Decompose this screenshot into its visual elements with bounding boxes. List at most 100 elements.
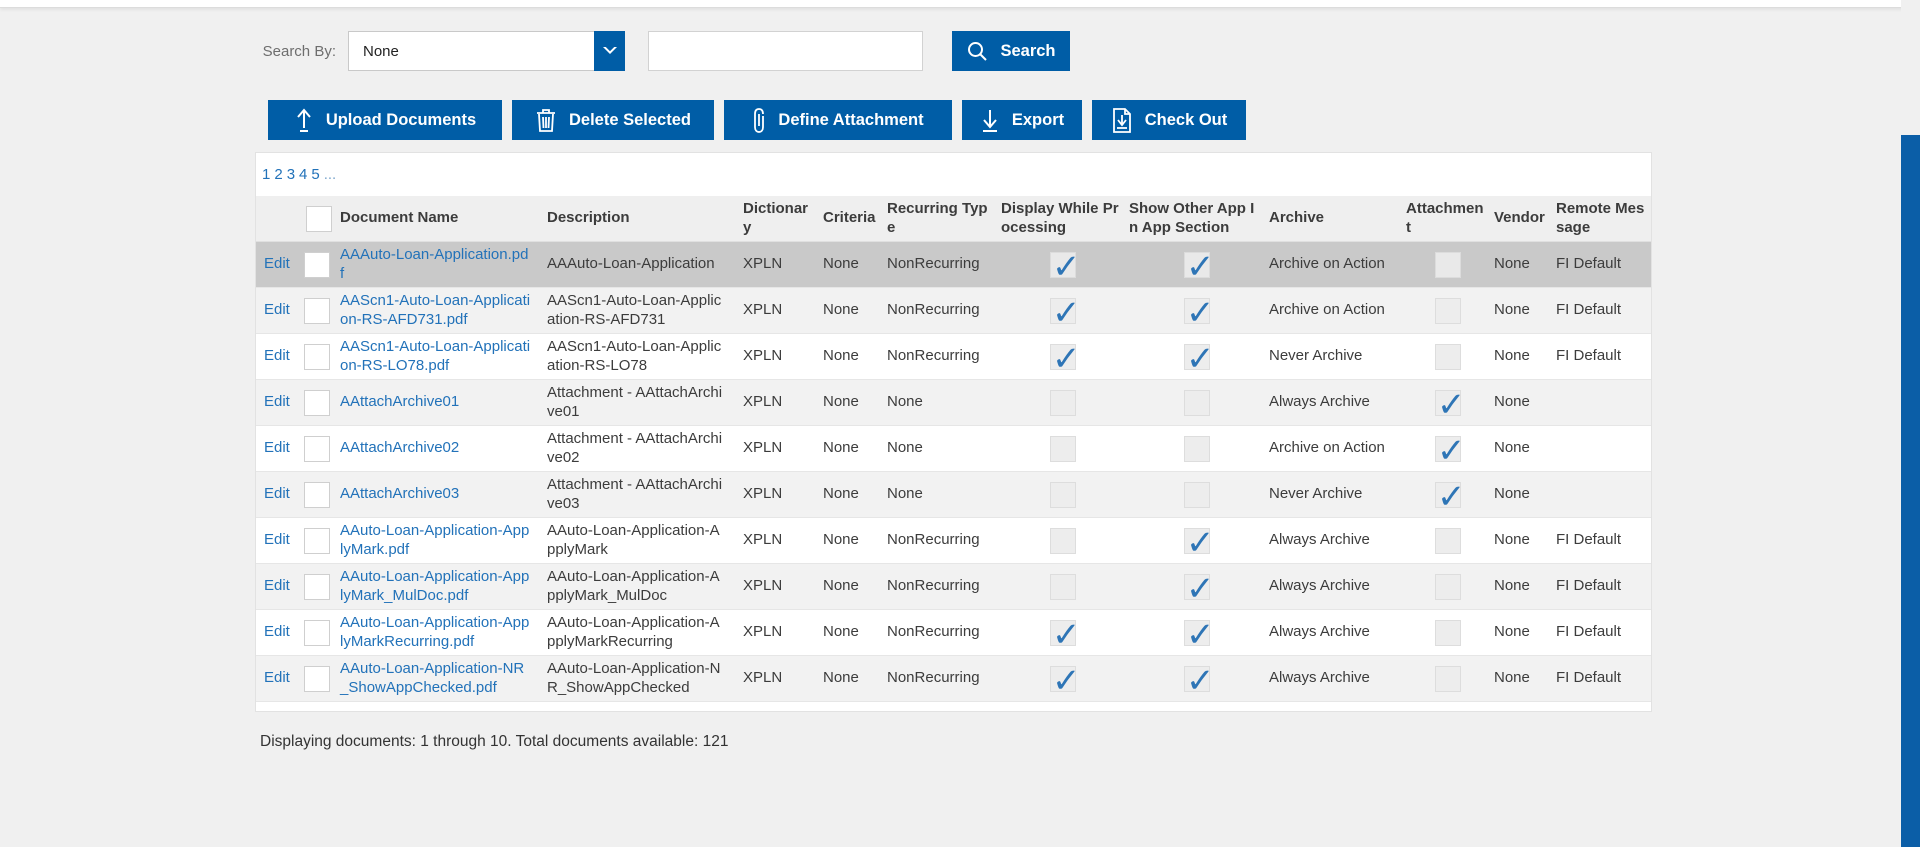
check-mark-icon: ✓ <box>1052 339 1081 378</box>
document-name-link[interactable]: AAAuto-Loan-Application.pdf <box>340 246 529 282</box>
show-other-app-checkbox[interactable]: ✓ <box>1184 250 1215 284</box>
edit-link[interactable]: Edit <box>264 255 290 273</box>
check-mark-icon: ✓ <box>1052 661 1081 700</box>
results-summary: Displaying documents: 1 through 10. Tota… <box>260 733 729 750</box>
display-while-processing-checkbox[interactable] <box>1050 481 1076 508</box>
check-mark-icon: ✓ <box>1186 523 1215 562</box>
row-select-checkbox[interactable] <box>304 665 330 692</box>
description-cell: AAScn1-Auto-Loan-Application-RS-AFD731 <box>547 292 722 328</box>
dictionary-cell: XPLN <box>743 439 783 457</box>
upload-documents-button[interactable]: Upload Documents <box>268 100 502 140</box>
attachment-checkbox[interactable] <box>1435 297 1461 324</box>
show-other-app-checkbox[interactable]: ✓ <box>1184 664 1215 698</box>
search-by-dropdown[interactable]: None <box>348 31 625 71</box>
display-while-processing-checkbox[interactable]: ✓ <box>1050 664 1081 698</box>
vertical-scrollbar-thumb[interactable] <box>1901 135 1920 847</box>
show-other-app-checkbox[interactable]: ✓ <box>1184 618 1215 652</box>
edit-cell: Edit <box>256 610 304 655</box>
display-while-processing-checkbox[interactable] <box>1050 573 1076 600</box>
document-name-link[interactable]: AAttachArchive03 <box>340 485 460 503</box>
check-out-label: Check Out <box>1144 110 1228 129</box>
vertical-scrollbar-track[interactable] <box>1901 0 1920 847</box>
edit-link[interactable]: Edit <box>264 623 290 641</box>
recurring-type-cell: NonRecurring <box>887 347 980 365</box>
show-other-app-checkbox[interactable] <box>1184 481 1210 508</box>
page-link-5[interactable]: 5 <box>311 166 320 183</box>
table-row: Edit AAScn1-Auto-Loan-Application-RS-LO78… <box>256 334 1651 380</box>
document-name-link[interactable]: AAScn1-Auto-Loan-Application-RS-AFD731.p… <box>340 292 531 328</box>
dropdown-toggle-button[interactable] <box>594 31 625 71</box>
page-link-4[interactable]: 4 <box>299 166 308 183</box>
pagination-ellipsis[interactable]: ... <box>323 166 337 183</box>
attachment-checkbox[interactable]: ✓ <box>1435 388 1466 422</box>
document-name-link[interactable]: AAttachArchive01 <box>340 393 460 411</box>
define-attachment-label: Define Attachment <box>778 110 924 129</box>
show-other-app-checkbox[interactable]: ✓ <box>1184 296 1215 330</box>
document-name-link[interactable]: AAuto-Loan-Application-ApplyMarkRecurrin… <box>340 614 530 650</box>
edit-link[interactable]: Edit <box>264 301 290 319</box>
document-name-link[interactable]: AAuto-Loan-Application-ApplyMark.pdf <box>340 522 530 558</box>
criteria-cell: None <box>823 393 859 411</box>
edit-link[interactable]: Edit <box>264 347 290 365</box>
attachment-checkbox[interactable] <box>1435 665 1461 692</box>
row-select-checkbox[interactable] <box>304 481 330 508</box>
edit-link[interactable]: Edit <box>264 531 290 549</box>
document-name-link[interactable]: AAuto-Loan-Application-NR_ShowAppChecked… <box>340 660 525 696</box>
row-select-checkbox[interactable] <box>304 435 330 462</box>
search-button[interactable]: Search <box>952 31 1070 71</box>
edit-link[interactable]: Edit <box>264 439 290 457</box>
delete-selected-button[interactable]: Delete Selected <box>512 100 714 140</box>
attachment-checkbox[interactable] <box>1435 343 1461 370</box>
attachment-checkbox[interactable] <box>1435 573 1461 600</box>
row-select-checkbox[interactable] <box>304 251 330 278</box>
attachment-checkbox[interactable]: ✓ <box>1435 434 1466 468</box>
edit-cell: Edit <box>256 518 304 563</box>
attachment-checkbox[interactable]: ✓ <box>1435 480 1466 514</box>
show-other-app-checkbox[interactable] <box>1184 389 1210 416</box>
page-link-1[interactable]: 1 <box>262 166 271 183</box>
export-button[interactable]: Export <box>962 100 1082 140</box>
check-mark-icon: ✓ <box>1052 615 1081 654</box>
show-other-app-checkbox[interactable]: ✓ <box>1184 572 1215 606</box>
row-select-checkbox[interactable] <box>304 619 330 646</box>
search-input[interactable] <box>648 31 923 71</box>
row-select-checkbox[interactable] <box>304 573 330 600</box>
column-header-criteria: Criteria <box>823 209 876 227</box>
show-other-app-checkbox[interactable]: ✓ <box>1184 342 1215 376</box>
column-header-recurring-type: Recurring Type <box>887 200 988 236</box>
row-select-checkbox[interactable] <box>304 389 330 416</box>
vendor-cell: None <box>1494 347 1530 365</box>
attachment-checkbox[interactable] <box>1435 619 1461 646</box>
display-while-processing-cell: ✓ <box>999 610 1127 655</box>
attachment-checkbox[interactable] <box>1435 251 1461 278</box>
archive-cell: Archive on Action <box>1269 439 1385 457</box>
display-while-processing-checkbox[interactable]: ✓ <box>1050 250 1081 284</box>
table-row: Edit AAScn1-Auto-Loan-Application-RS-AFD7… <box>256 288 1651 334</box>
edit-link[interactable]: Edit <box>264 669 290 687</box>
edit-link[interactable]: Edit <box>264 577 290 595</box>
page-link-3[interactable]: 3 <box>286 166 296 183</box>
display-while-processing-checkbox[interactable] <box>1050 389 1076 416</box>
show-other-app-checkbox[interactable] <box>1184 435 1210 462</box>
row-select-checkbox[interactable] <box>304 527 330 554</box>
check-out-button[interactable]: Check Out <box>1092 100 1246 140</box>
display-while-processing-checkbox[interactable] <box>1050 527 1076 554</box>
display-while-processing-checkbox[interactable]: ✓ <box>1050 296 1081 330</box>
page-link-2[interactable]: 2 <box>274 166 283 183</box>
document-name-link[interactable]: AAuto-Loan-Application-ApplyMark_MulDoc.… <box>340 568 530 604</box>
display-while-processing-checkbox[interactable]: ✓ <box>1050 618 1081 652</box>
edit-link[interactable]: Edit <box>264 485 290 503</box>
row-select-checkbox[interactable] <box>304 343 330 370</box>
attachment-checkbox[interactable] <box>1435 527 1461 554</box>
select-all-checkbox[interactable] <box>306 205 332 232</box>
dictionary-cell: XPLN <box>743 393 783 411</box>
display-while-processing-checkbox[interactable] <box>1050 435 1076 462</box>
document-name-link[interactable]: AAttachArchive02 <box>340 439 460 457</box>
document-name-link[interactable]: AAScn1-Auto-Loan-Application-RS-LO78.pdf <box>340 338 531 374</box>
display-while-processing-checkbox[interactable]: ✓ <box>1050 342 1081 376</box>
edit-link[interactable]: Edit <box>264 393 290 411</box>
show-other-app-checkbox[interactable]: ✓ <box>1184 526 1215 560</box>
define-attachment-button[interactable]: Define Attachment <box>724 100 952 140</box>
row-select-checkbox[interactable] <box>304 297 330 324</box>
